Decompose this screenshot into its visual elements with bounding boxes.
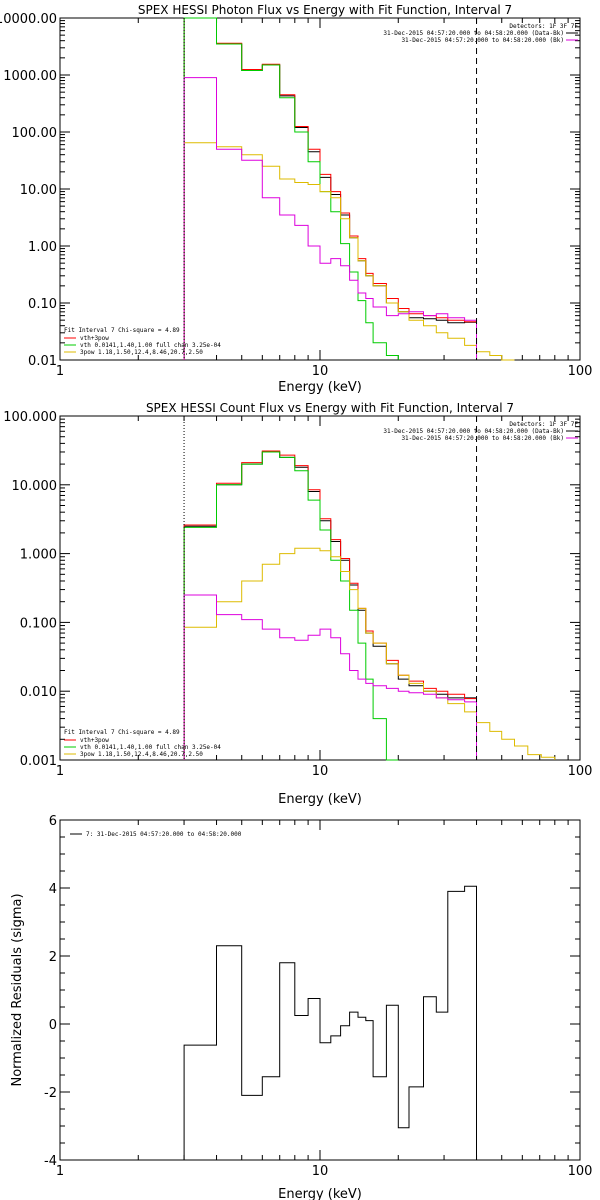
series-vth [183,17,399,360]
panel3-legend-interval: 7: 31-Dec-2015 04:57:20.000 to 04:58:20.… [86,831,242,838]
panel1-legend-vth: vth 0.0141,1.40,1.00 full chan 3.25e-04 [80,342,221,349]
panel1-ticks: 1 10 100 0.01 0.10 1.00 10.00 100.00 1000.00 1000… [0,12,592,379]
panel1-header-data: 31-Dec-2015 04:57:20.000 to 04:58:20.000… [383,30,564,37]
x-tick-label: 100 [568,764,593,779]
panel1-header-bk: 31-Dec-2015 04:57:20.000 to 04:58:20.000… [401,37,564,44]
series-vth-3pow [183,17,477,360]
y-tick-label: 0.100 [20,616,57,631]
x-tick-label: 10 [312,1164,329,1179]
y-tick-label: 6 [49,814,57,829]
panel3-legend: 7: 31-Dec-2015 04:57:20.000 to 04:58:20.… [70,831,242,838]
panel1-legend-pow: 3pow 1.18,1.50,12.4,8.46,20.7,2.50 [80,349,203,356]
panel2-legend-total: vth+3pow [80,737,109,744]
count-flux-panel: SPEX HESSI Count Flux vs Energy with Fit… [3,401,592,807]
panel1-xlabel: Energy (keV) [278,380,362,395]
panel3-ticks: 1 10 100 -4 -2 0 2 4 6 [44,814,592,1179]
panel2-legend-vth: vth 0.0141,1.40,1.00 full chan 3.25e-04 [80,744,221,751]
panel2-header-data: 31-Dec-2015 04:57:20.000 to 04:58:20.000… [383,428,564,435]
series-background [183,77,477,360]
y-tick-label: -2 [44,1086,57,1101]
photon-flux-panel: SPEX HESSI Photon Flux vs Energy with Fi… [0,3,592,395]
panel2-header: Detectors: 1F 3F 7F 31-Dec-2015 04:57:20… [383,421,578,442]
x-tick-label: 10 [312,764,329,779]
x-tick-label: 1 [56,764,64,779]
residuals-panel: 1 10 100 -4 -2 0 2 4 6 Energy (keV) Normalized R… [10,814,592,1200]
x-tick-label: 10 [312,364,329,379]
panel2-title: SPEX HESSI Count Flux vs Energy with Fit… [146,401,514,415]
y-tick-label: 1000.00 [3,69,57,84]
panel1-detectors: Detectors: 1F 3F 7F [509,23,578,30]
panel1-title: SPEX HESSI Photon Flux vs Energy with Fi… [138,3,512,17]
y-tick-label: 10000.00 [0,12,57,27]
panel2-axes-frame [59,415,581,761]
y-tick-label: 4 [49,882,57,897]
x-tick-label: 1 [56,364,64,379]
y-tick-label: 1.000 [20,548,57,563]
y-tick-label: 0.10 [28,297,57,312]
y-tick-label: 100.00 [12,126,58,141]
y-tick-label: 10.00 [20,183,57,198]
series-residuals [183,885,477,1160]
y-tick-label: 0.010 [20,685,57,700]
y-tick-label: 10.000 [12,479,58,494]
series-data [183,451,477,760]
panel2-xlabel: Energy (keV) [278,792,362,807]
y-tick-label: 0 [49,1018,57,1033]
series-3pow [183,142,515,361]
panel1-legend-total: vth+3pow [80,335,109,342]
y-tick-label: 0.001 [20,754,57,769]
panel2-ticks: 1 10 100 0.001 0.010 0.100 1.000 10.000 100.000 [3,410,592,779]
y-tick-label: 0.01 [28,354,57,369]
panel2-detectors: Detectors: 1F 3F 7F [509,421,578,428]
panel1-legend: Fit Interval 7 Chi-square = 4.89 vth+3po… [64,327,221,356]
series-background [183,594,477,760]
panel2-header-bk: 31-Dec-2015 04:57:20.000 to 04:58:20.000… [401,435,564,442]
panel3-ylabel: Normalized Residuals (sigma) [10,893,25,1086]
x-tick-label: 100 [568,364,593,379]
panel1-legend-fit: Fit Interval 7 Chi-square = 4.89 [64,327,180,334]
panel2-legend: Fit Interval 7 Chi-square = 4.89 vth+3po… [64,729,221,758]
panel3-xlabel: Energy (keV) [278,1187,362,1200]
x-tick-label: 1 [56,1164,64,1179]
panel3-axes-frame [59,819,581,1161]
y-tick-label: 2 [49,950,57,965]
series-vth-3pow [183,450,477,760]
y-tick-label: -4 [44,1154,57,1169]
panel2-legend-fit: Fit Interval 7 Chi-square = 4.89 [64,729,180,736]
y-tick-label: 1.00 [28,240,57,255]
panel3-series [183,885,477,1160]
x-tick-label: 100 [568,1164,593,1179]
panel1-series [183,17,515,361]
panel1-header: Detectors: 1F 3F 7F 31-Dec-2015 04:57:20… [383,23,578,44]
y-tick-label: 100.000 [3,410,57,425]
panel2-series [183,450,556,761]
panel2-legend-pow: 3pow 1.18,1.50,12.4,8.46,20.7,2.50 [80,751,203,758]
series-3pow [183,547,556,760]
